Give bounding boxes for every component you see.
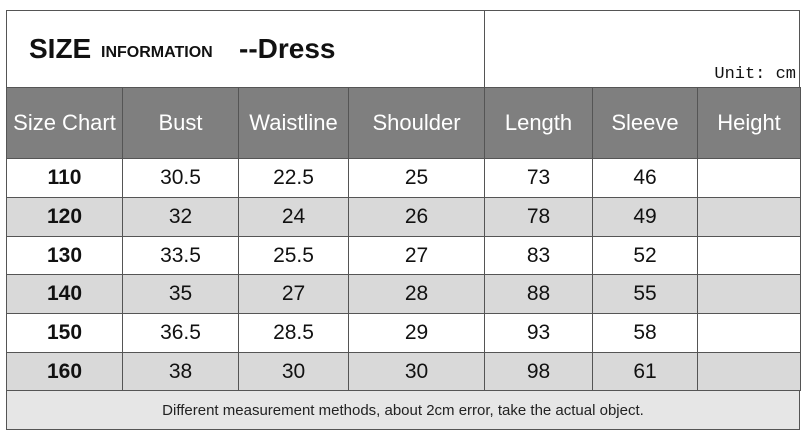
table-cell: 160 (6, 352, 123, 391)
table-cell: 32 (122, 197, 239, 237)
column-header: Bust (122, 87, 239, 159)
table-cell: 25.5 (238, 236, 349, 275)
table-cell: 110 (6, 158, 123, 198)
table-cell: 25 (348, 158, 485, 198)
table-cell: 28 (348, 274, 485, 314)
title-big: SIZE (29, 33, 92, 64)
title-box: SIZE INFORMATION --Dress (6, 10, 485, 88)
table-cell: 27 (238, 274, 349, 314)
empty-cell (697, 197, 801, 237)
title-tail: --Dress (239, 33, 336, 64)
table-cell: 83 (484, 236, 593, 275)
table-cell: 49 (592, 197, 698, 237)
table-cell: 73 (484, 158, 593, 198)
table-cell: 55 (592, 274, 698, 314)
table-cell: 22.5 (238, 158, 349, 198)
unit-box: Unit: cm (484, 10, 800, 88)
column-header: Waistline (238, 87, 349, 159)
table-cell: 52 (592, 236, 698, 275)
table-cell: 30.5 (122, 158, 239, 198)
table-cell: 120 (6, 197, 123, 237)
empty-cell (697, 158, 801, 198)
table-cell: 28.5 (238, 313, 349, 353)
table-cell: 36.5 (122, 313, 239, 353)
table-cell: 30 (348, 352, 485, 391)
table-cell: 26 (348, 197, 485, 237)
table-cell: 78 (484, 197, 593, 237)
unit: Unit: cm (714, 65, 796, 84)
empty-cell (697, 236, 801, 275)
table-cell: 130 (6, 236, 123, 275)
table-cell: 29 (348, 313, 485, 353)
empty-cell (697, 274, 801, 314)
table-cell: 150 (6, 313, 123, 353)
table-cell: 88 (484, 274, 593, 314)
footer-note: Different measurement methods, about 2cm… (6, 390, 800, 430)
table-cell: 30 (238, 352, 349, 391)
table-cell: 38 (122, 352, 239, 391)
empty-cell (697, 313, 801, 353)
table-cell: 61 (592, 352, 698, 391)
table-cell: 98 (484, 352, 593, 391)
column-header: Shoulder (348, 87, 485, 159)
column-header: Height (697, 87, 801, 159)
table-cell: 33.5 (122, 236, 239, 275)
title-small: INFORMATION (101, 44, 213, 61)
table-cell: 24 (238, 197, 349, 237)
empty-cell (697, 352, 801, 391)
column-header: Size Chart (6, 87, 123, 159)
table-cell: 35 (122, 274, 239, 314)
column-header: Sleeve (592, 87, 698, 159)
table-cell: 46 (592, 158, 698, 198)
column-header: Length (484, 87, 593, 159)
table-cell: 93 (484, 313, 593, 353)
table-cell: 27 (348, 236, 485, 275)
table-cell: 58 (592, 313, 698, 353)
table-cell: 140 (6, 274, 123, 314)
